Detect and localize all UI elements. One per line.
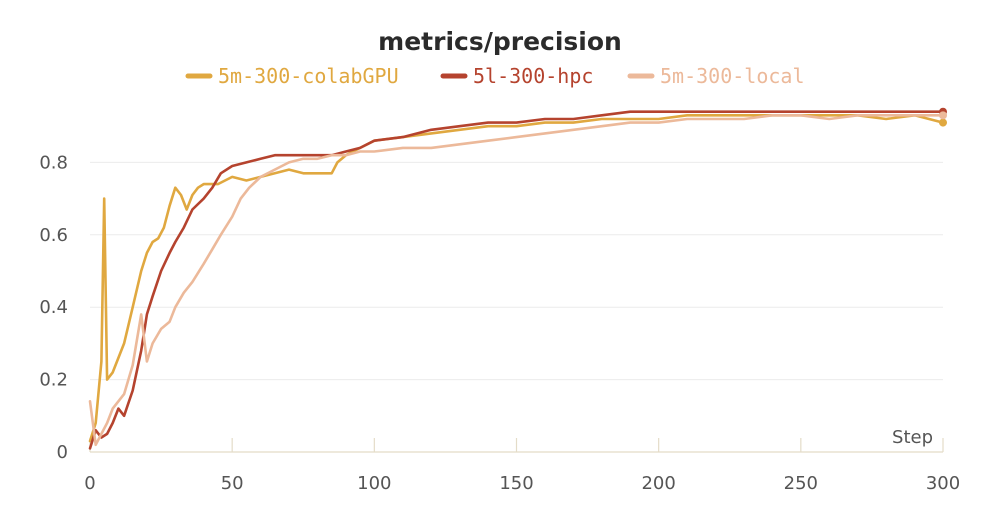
grid-lines [90, 161, 943, 381]
series-end-marker-2 [939, 111, 947, 120]
y-tick-label-1: 0.2 [39, 370, 68, 391]
y-tick-label-0: 0 [57, 442, 68, 463]
x-tick-label-6: 300 [926, 473, 960, 494]
x-tick-label-3: 150 [499, 473, 533, 494]
x-axis-ticks: 0 50 100 150 200 250 300 [84, 438, 960, 494]
y-tick-label-2: 0.4 [39, 297, 68, 318]
x-tick-label-5: 250 [784, 473, 818, 494]
x-tick-label-0: 0 [84, 473, 95, 494]
legend-label-0: 5m-300-colabGPU [218, 64, 399, 88]
series-line-2 [88, 114, 945, 447]
x-axis-label: Step [892, 427, 933, 448]
x-tick-label-4: 200 [641, 473, 675, 494]
y-tick-label-3: 0.6 [39, 225, 68, 246]
series-end-marker-0 [939, 118, 947, 127]
legend-item-0[interactable]: 5m-300-colabGPU [185, 64, 399, 88]
y-axis-ticks: 0 0.2 0.4 0.6 0.8 [39, 152, 68, 463]
chart-title: metrics/precision [378, 27, 622, 56]
legend-label-2: 5m-300-local [660, 64, 805, 88]
y-tick-label-4: 0.8 [39, 152, 68, 173]
series-line-1 [88, 110, 945, 450]
x-tick-label-2: 100 [357, 473, 391, 494]
legend-item-2[interactable]: 5m-300-local [627, 64, 805, 88]
series-lines [88, 107, 947, 450]
legend-label-1: 5l-300-hpc [473, 64, 593, 88]
legend-item-1[interactable]: 5l-300-hpc [440, 64, 593, 88]
series-line-0 [88, 114, 945, 443]
legend: 5m-300-colabGPU 5l-300-hpc 5m-300-local [185, 64, 805, 88]
x-tick-label-1: 50 [221, 473, 244, 494]
